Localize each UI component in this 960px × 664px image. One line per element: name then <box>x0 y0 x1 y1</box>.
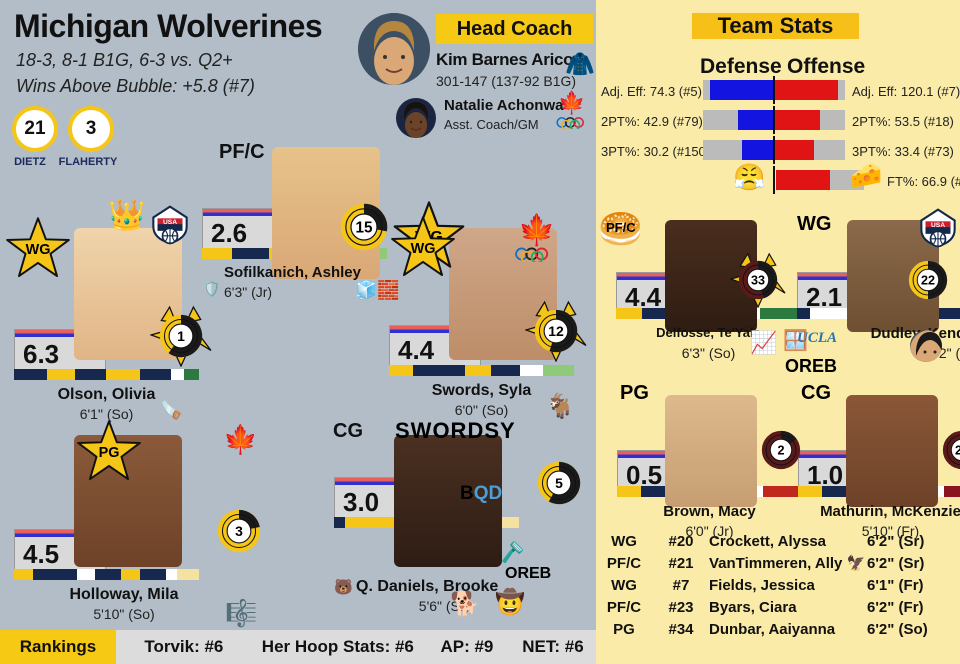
svg-text:1: 1 <box>177 328 185 344</box>
svg-text:3: 3 <box>235 523 243 539</box>
svg-text:USA: USA <box>163 219 177 226</box>
svg-text:33: 33 <box>751 274 765 288</box>
svg-text:25: 25 <box>955 444 960 458</box>
svg-text:5: 5 <box>555 475 563 491</box>
svg-text:PG: PG <box>99 445 120 461</box>
svg-text:22: 22 <box>921 274 935 288</box>
svg-text:12: 12 <box>548 323 564 339</box>
svg-text:WG: WG <box>26 242 51 258</box>
svg-text:2: 2 <box>777 444 784 458</box>
svg-text:USA: USA <box>931 222 945 229</box>
svg-text:WG: WG <box>411 241 436 257</box>
svg-text:15: 15 <box>355 220 373 237</box>
